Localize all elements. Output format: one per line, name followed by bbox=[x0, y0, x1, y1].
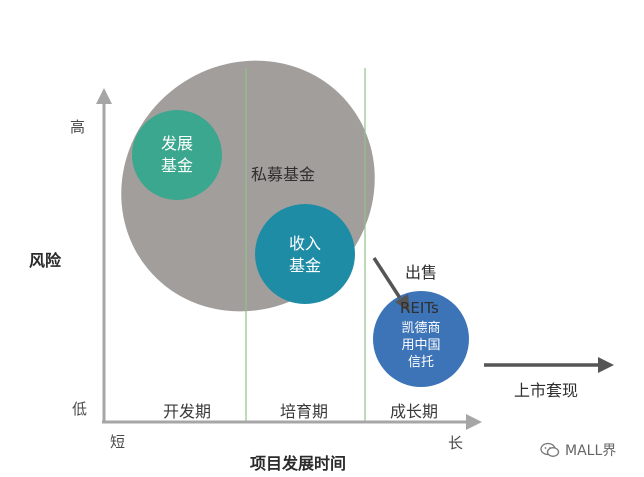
development-fund-line1: 发展 bbox=[160, 134, 193, 153]
sell-arrow-line bbox=[372, 257, 402, 299]
reits-circle bbox=[373, 291, 469, 387]
x-axis-arrowhead bbox=[466, 414, 482, 430]
reits-line2: 用中国 bbox=[401, 338, 441, 353]
income-fund-line1: 收入 bbox=[288, 234, 321, 253]
y-axis-arrowhead bbox=[96, 88, 112, 104]
development-fund-circle bbox=[132, 110, 222, 200]
sell-arrow-head bbox=[395, 294, 410, 312]
listing-label: 上市套现 bbox=[514, 381, 579, 400]
income-fund-circle bbox=[255, 204, 355, 304]
reits-title: REITs bbox=[400, 299, 439, 317]
watermark-text: MALL界 bbox=[565, 443, 617, 459]
private-fund-label: 私募基金 bbox=[251, 165, 316, 184]
reits-line3: 信托 bbox=[407, 355, 434, 370]
phase-label-growth: 成长期 bbox=[390, 402, 439, 421]
income-fund-line2: 基金 bbox=[288, 256, 321, 275]
private-fund-ellipse bbox=[121, 60, 375, 312]
y-axis-title: 风险 bbox=[29, 251, 62, 270]
listing-arrow-head bbox=[598, 357, 614, 373]
x-axis-short-label: 短 bbox=[110, 433, 126, 451]
y-axis-low-label: 低 bbox=[72, 400, 88, 418]
x-axis-long-label: 长 bbox=[448, 434, 464, 452]
y-axis-high-label: 高 bbox=[70, 118, 86, 136]
income-fund-label: 收入 基金 bbox=[275, 233, 335, 277]
sell-label: 出售 bbox=[405, 263, 438, 282]
watermark: MALL界 bbox=[540, 440, 616, 460]
reits-label: 凯德商 用中国 信托 bbox=[391, 320, 451, 371]
x-axis-title: 项目发展时间 bbox=[250, 454, 347, 473]
development-fund-line2: 基金 bbox=[160, 156, 193, 175]
phase-label-development: 开发期 bbox=[163, 402, 212, 421]
development-fund-label: 发展 基金 bbox=[147, 133, 207, 177]
wechat-icon bbox=[540, 442, 560, 458]
reits-line1: 凯德商 bbox=[401, 321, 441, 336]
phase-label-cultivation: 培育期 bbox=[280, 402, 329, 421]
